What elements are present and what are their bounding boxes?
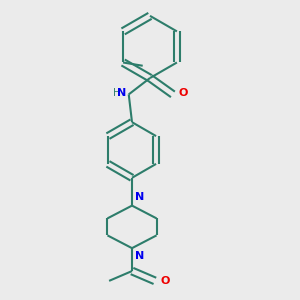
Text: N: N: [135, 192, 144, 202]
Text: H: H: [113, 88, 121, 98]
Text: N: N: [135, 251, 144, 261]
Text: N: N: [117, 88, 126, 98]
Text: O: O: [161, 276, 170, 286]
Text: O: O: [179, 88, 188, 98]
